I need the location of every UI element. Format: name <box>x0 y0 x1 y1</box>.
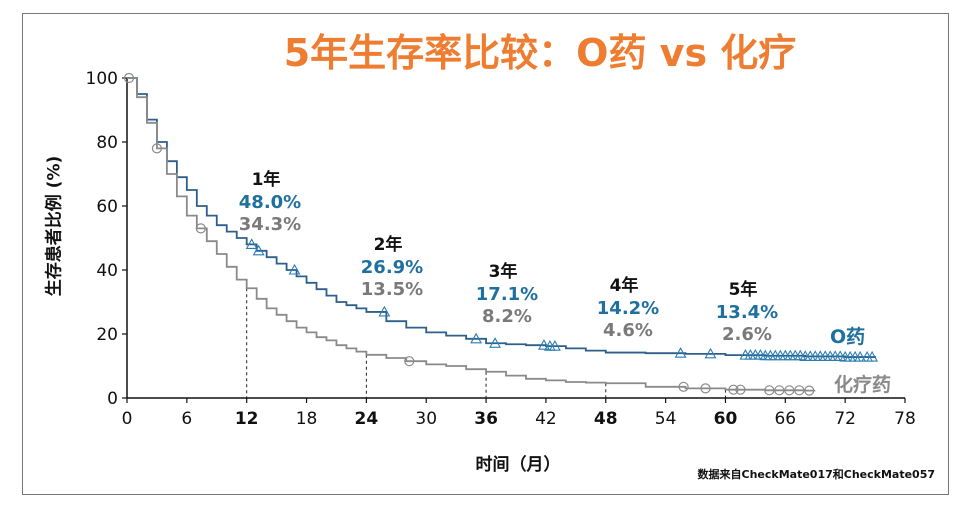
o-drug-censor-marker <box>674 347 687 358</box>
milestone-year-label: 1年 <box>252 169 281 190</box>
x-tick-label: 12 <box>235 409 259 429</box>
o-drug-survival-curve <box>127 77 876 358</box>
chemo-censor-marker <box>151 143 163 154</box>
o-drug-censor-marker <box>245 238 258 249</box>
milestone-chemo-value: 4.6% <box>603 320 653 341</box>
x-tick-label: 54 <box>655 409 677 429</box>
chemo-censor-marker <box>764 385 775 396</box>
x-tick-label: 48 <box>594 409 618 429</box>
chemo-censor-marker <box>728 384 739 395</box>
milestone-chemo-value: 34.3% <box>239 214 301 235</box>
chemo-censor-marker <box>404 356 415 367</box>
y-tick-label: 20 <box>96 325 118 345</box>
y-tick-label: 0 <box>107 389 118 409</box>
x-tick-label: 42 <box>535 409 557 429</box>
chemo-censor-marker <box>195 223 206 234</box>
chemo-censor-marker <box>700 383 711 394</box>
o-drug-censor-marker <box>470 332 483 344</box>
o-drug-censor-marker <box>489 337 501 348</box>
chemo-censor-marker <box>794 385 805 396</box>
chemo-censor-marker <box>123 72 135 84</box>
chemo-censor-marker <box>678 381 689 392</box>
chemo-censor-marker <box>784 385 795 396</box>
x-tick-label: 60 <box>714 409 738 429</box>
x-tick-label: 72 <box>834 409 856 429</box>
milestone-o-drug-value: 14.2% <box>597 298 659 319</box>
milestone-year-label: 3年 <box>489 261 518 282</box>
y-tick-label: 100 <box>86 69 118 89</box>
x-tick-label: 24 <box>355 409 379 429</box>
o-drug-censor-marker <box>548 340 561 351</box>
x-tick-label: 0 <box>122 409 133 429</box>
x-tick-label: 78 <box>894 409 916 429</box>
y-tick-label: 40 <box>96 261 118 281</box>
o-drug-censor-marker <box>288 263 301 275</box>
milestone-chemo-value: 8.2% <box>482 306 532 327</box>
milestone-year-label: 5年 <box>729 279 758 300</box>
milestone-o-drug-value: 17.1% <box>476 284 538 305</box>
o-drug-censor-marker <box>866 350 879 362</box>
o-drug-censor-marker <box>378 305 391 317</box>
x-tick-label: 66 <box>774 409 796 429</box>
milestone-chemo-value: 13.5% <box>361 279 423 300</box>
o-drug-censor-marker <box>252 244 265 256</box>
source-note: 数据来自CheckMate017和CheckMate057 <box>697 468 936 481</box>
chemo-censor-marker <box>735 384 746 395</box>
x-tick-label: 6 <box>181 409 192 429</box>
milestone-year-label: 2年 <box>374 234 403 255</box>
o-drug-censor-marker <box>537 339 550 350</box>
x-tick-label: 30 <box>415 409 437 429</box>
milestone-o-drug-value: 48.0% <box>239 192 301 213</box>
milestone-chemo-value: 2.6% <box>722 324 772 345</box>
chemo-censor-marker <box>804 385 815 396</box>
chart-frame <box>22 13 949 495</box>
milestone-year-label: 4年 <box>610 275 639 296</box>
o-drug-curve-label: O药 <box>830 325 865 348</box>
y-tick-label: 80 <box>96 133 118 153</box>
y-tick-label: 60 <box>96 197 118 217</box>
chemo-censor-marker <box>774 385 785 396</box>
o-drug-censor-marker <box>854 350 867 362</box>
chemo-curve-label: 化疗药 <box>834 373 891 396</box>
milestone-o-drug-value: 26.9% <box>361 257 423 278</box>
x-tick-label: 36 <box>474 409 498 429</box>
chart-title: 5年生存率比较：O药 vs 化疗 <box>283 31 797 75</box>
o-drug-censor-marker <box>704 347 717 359</box>
x-tick-label: 18 <box>296 409 318 429</box>
milestone-o-drug-value: 13.4% <box>716 302 778 323</box>
x-axis-label: 时间（月） <box>475 455 561 475</box>
chemo-survival-curve <box>127 77 816 392</box>
